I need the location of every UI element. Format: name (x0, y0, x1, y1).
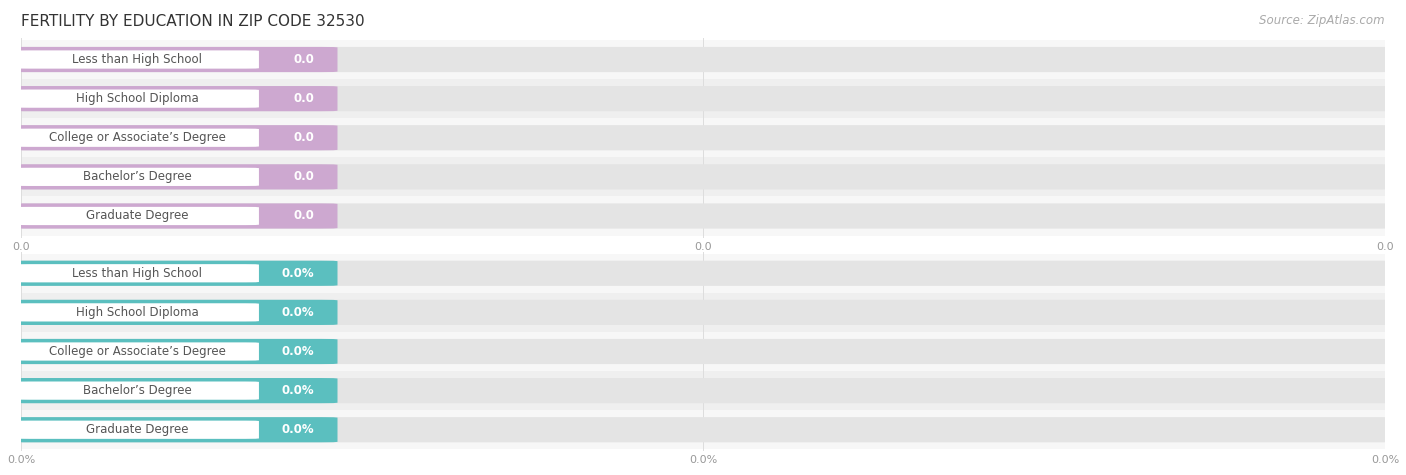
FancyBboxPatch shape (21, 254, 1385, 293)
Text: Bachelor’s Degree: Bachelor’s Degree (83, 384, 191, 397)
FancyBboxPatch shape (7, 378, 1399, 403)
FancyBboxPatch shape (21, 79, 1385, 118)
FancyBboxPatch shape (7, 125, 337, 151)
FancyBboxPatch shape (7, 339, 337, 364)
FancyBboxPatch shape (15, 421, 259, 439)
Text: High School Diploma: High School Diploma (76, 306, 198, 319)
Text: Less than High School: Less than High School (72, 53, 202, 66)
Text: 0.0: 0.0 (294, 209, 315, 222)
Text: High School Diploma: High School Diploma (76, 92, 198, 105)
FancyBboxPatch shape (15, 342, 259, 361)
FancyBboxPatch shape (7, 417, 337, 442)
Text: 0.0%: 0.0% (281, 384, 315, 397)
Text: 0.0: 0.0 (294, 53, 315, 66)
FancyBboxPatch shape (15, 207, 259, 225)
FancyBboxPatch shape (7, 164, 1399, 190)
FancyBboxPatch shape (7, 300, 1399, 325)
Text: College or Associate’s Degree: College or Associate’s Degree (49, 131, 226, 144)
FancyBboxPatch shape (15, 264, 259, 282)
FancyBboxPatch shape (21, 157, 1385, 197)
FancyBboxPatch shape (21, 40, 1385, 79)
FancyBboxPatch shape (7, 47, 1399, 72)
Text: 0.0: 0.0 (294, 171, 315, 183)
Text: 0.0%: 0.0% (281, 306, 315, 319)
FancyBboxPatch shape (15, 303, 259, 322)
FancyBboxPatch shape (21, 371, 1385, 410)
FancyBboxPatch shape (7, 417, 1399, 442)
FancyBboxPatch shape (7, 378, 337, 403)
FancyBboxPatch shape (15, 381, 259, 400)
FancyBboxPatch shape (21, 410, 1385, 449)
FancyBboxPatch shape (21, 118, 1385, 157)
FancyBboxPatch shape (7, 339, 1399, 364)
Text: College or Associate’s Degree: College or Associate’s Degree (49, 345, 226, 358)
Text: 0.0: 0.0 (294, 131, 315, 144)
Text: Source: ZipAtlas.com: Source: ZipAtlas.com (1260, 14, 1385, 27)
Text: 0.0: 0.0 (294, 92, 315, 105)
Text: Less than High School: Less than High School (72, 267, 202, 280)
Text: Bachelor’s Degree: Bachelor’s Degree (83, 171, 191, 183)
FancyBboxPatch shape (7, 300, 337, 325)
FancyBboxPatch shape (7, 47, 337, 72)
FancyBboxPatch shape (15, 168, 259, 186)
Text: 0.0%: 0.0% (281, 423, 315, 436)
FancyBboxPatch shape (15, 50, 259, 68)
FancyBboxPatch shape (7, 261, 337, 286)
Text: 0.0%: 0.0% (281, 267, 315, 280)
FancyBboxPatch shape (7, 86, 1399, 111)
FancyBboxPatch shape (7, 164, 337, 190)
FancyBboxPatch shape (7, 86, 337, 111)
FancyBboxPatch shape (7, 125, 1399, 151)
FancyBboxPatch shape (7, 261, 1399, 286)
FancyBboxPatch shape (21, 293, 1385, 332)
FancyBboxPatch shape (21, 197, 1385, 236)
Text: 0.0%: 0.0% (281, 345, 315, 358)
Text: Graduate Degree: Graduate Degree (86, 423, 188, 436)
FancyBboxPatch shape (7, 203, 337, 228)
FancyBboxPatch shape (21, 332, 1385, 371)
FancyBboxPatch shape (7, 203, 1399, 228)
FancyBboxPatch shape (15, 89, 259, 108)
Text: Graduate Degree: Graduate Degree (86, 209, 188, 222)
FancyBboxPatch shape (15, 129, 259, 147)
Text: FERTILITY BY EDUCATION IN ZIP CODE 32530: FERTILITY BY EDUCATION IN ZIP CODE 32530 (21, 14, 364, 29)
